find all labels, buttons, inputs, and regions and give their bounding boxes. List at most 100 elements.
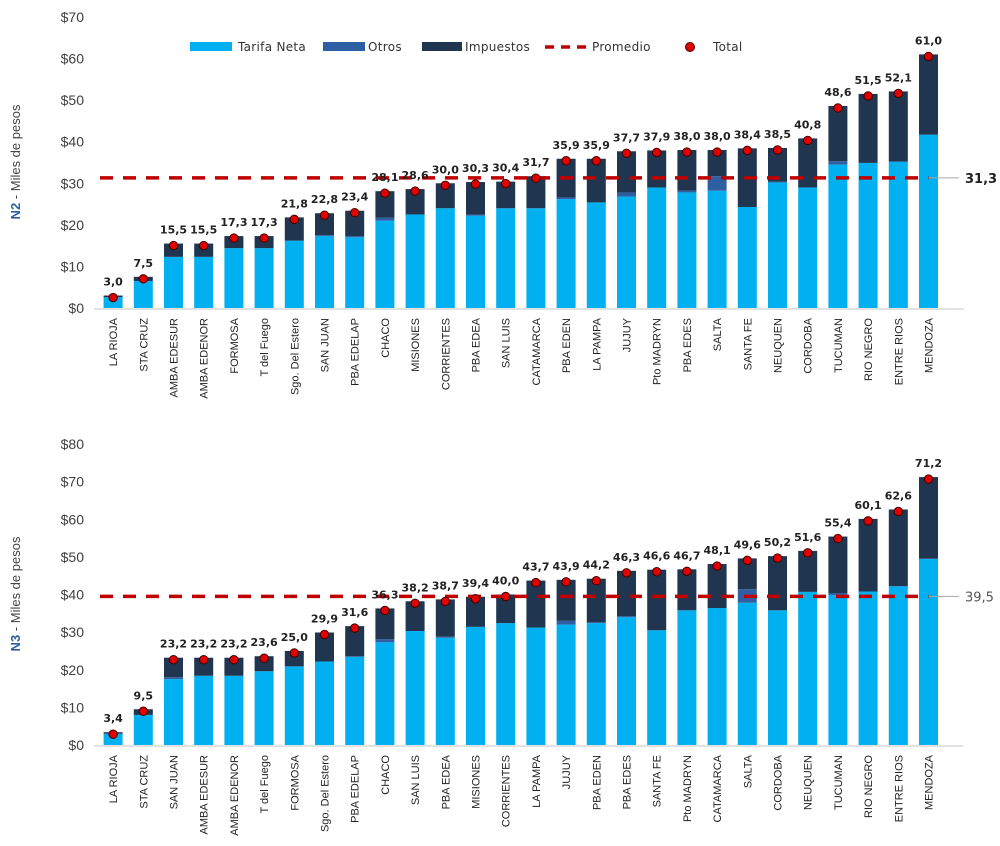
total-marker	[923, 51, 934, 62]
x-tick-label: SAN JUAN	[169, 755, 181, 809]
total-data-label: 48,1	[704, 544, 731, 557]
x-tick-label: LA PAMPA	[531, 754, 543, 807]
bar-impuestos	[375, 608, 395, 640]
bar-impuestos	[586, 158, 606, 203]
bar-impuestos	[375, 191, 395, 218]
total-marker	[259, 653, 269, 663]
x-tick-label: CHACO	[380, 318, 392, 358]
x-tick-label: AMBA EDESUR	[199, 755, 211, 835]
legend-swatch-total	[685, 42, 695, 52]
total-marker	[893, 88, 903, 99]
x-tick-label: STA CRUZ	[138, 755, 150, 809]
total-data-label: 38,2	[402, 581, 429, 594]
total-data-label: 46,7	[673, 549, 700, 562]
y-tick-label: $20	[61, 217, 85, 233]
bar-group	[586, 578, 606, 745]
bar-group	[345, 210, 365, 308]
bar-group	[284, 217, 304, 308]
total-data-label: 44,2	[583, 559, 610, 572]
total-marker	[621, 568, 632, 578]
bar-tarifa	[315, 661, 334, 745]
bar-tarifa	[556, 199, 576, 308]
bar-group	[828, 105, 848, 308]
x-tick-label: SAN LUIS	[410, 755, 422, 805]
x-tick-label: SAN JUAN	[320, 318, 332, 372]
total-marker	[199, 655, 209, 665]
bar-impuestos	[798, 138, 818, 188]
bar-group	[526, 176, 546, 308]
x-tick-label: AMBA EDESUR	[169, 318, 181, 398]
y-tick-label: $50	[61, 549, 85, 565]
bar-impuestos	[194, 657, 214, 676]
bar-otros	[345, 656, 365, 657]
total-data-label: 50,2	[764, 536, 791, 549]
bar-impuestos	[345, 210, 365, 237]
total-data-label: 15,5	[160, 224, 187, 237]
total-data-label: 38,0	[704, 130, 731, 143]
bar-tarifa	[888, 586, 908, 745]
y-axis-label: N3 - Miles de pesos	[8, 536, 23, 651]
bar-otros	[556, 620, 576, 625]
x-tick-label: MENDOZA	[924, 317, 936, 373]
total-data-label: 22,8	[311, 193, 338, 206]
bar-group	[647, 569, 667, 745]
bar-group	[375, 191, 395, 308]
total-data-label: 43,9	[553, 560, 580, 573]
total-marker	[319, 210, 330, 220]
bar-group	[405, 189, 425, 308]
y-tick-label: $70	[61, 9, 85, 25]
x-tick-label: PBA EDEA	[440, 754, 452, 809]
total-marker	[470, 594, 481, 604]
total-data-label: 40,8	[794, 118, 821, 131]
bar-tarifa	[254, 671, 274, 745]
bar-tarifa	[103, 733, 123, 745]
x-tick-label: CORDOBA	[803, 317, 815, 373]
total-data-label: 31,7	[522, 156, 549, 169]
total-data-label: 46,6	[643, 550, 670, 563]
bar-otros	[315, 235, 334, 237]
bar-tarifa	[707, 190, 727, 308]
bar-group	[133, 709, 153, 745]
x-tick-label: Pto MADRYN	[652, 318, 664, 385]
x-tick-label: NEUQUEN	[773, 318, 785, 373]
total-marker	[833, 103, 843, 113]
bar-group	[707, 564, 727, 745]
x-tick-label: FORMOSA	[229, 317, 241, 373]
x-tick-label: TUCUMAN	[833, 755, 845, 810]
total-data-label: 7,5	[134, 257, 154, 270]
x-tick-label: CHACO	[380, 755, 392, 795]
bar-tarifa	[647, 630, 667, 745]
bar-impuestos	[617, 151, 636, 193]
total-marker	[863, 91, 873, 101]
x-tick-label: SANTA FE	[742, 318, 754, 370]
x-tick-label: TUCUMAN	[833, 318, 845, 373]
bar-group	[798, 138, 818, 308]
bar-group	[224, 657, 244, 745]
bar-group	[617, 151, 636, 308]
bar-impuestos	[919, 54, 938, 135]
x-tick-label: PBA EDEN	[591, 755, 603, 810]
x-tick-label: Sgo. Del Estero	[289, 318, 301, 395]
bar-impuestos	[254, 656, 274, 672]
bar-otros	[435, 636, 455, 638]
bar-impuestos	[103, 732, 123, 734]
total-marker	[350, 623, 360, 633]
total-data-label: 52,1	[885, 71, 912, 84]
bar-tarifa	[737, 206, 757, 308]
total-marker	[440, 596, 450, 607]
bar-otros	[677, 190, 697, 193]
chart-n2: Tarifa Neta Otros Impuestos Promedio Tot…	[8, 9, 997, 399]
bar-group	[888, 509, 908, 745]
bar-group	[496, 181, 516, 308]
bar-otros	[828, 592, 848, 596]
bar-otros	[345, 236, 365, 238]
total-marker	[591, 156, 601, 166]
bar-tarifa	[677, 610, 697, 745]
bar-impuestos	[919, 477, 938, 559]
bar-group	[435, 183, 455, 308]
bar-impuestos	[284, 217, 304, 241]
bar-otros	[617, 616, 636, 618]
y-tick-label: $70	[61, 474, 85, 490]
total-data-label: 3,4	[103, 712, 123, 725]
total-marker	[803, 548, 813, 558]
